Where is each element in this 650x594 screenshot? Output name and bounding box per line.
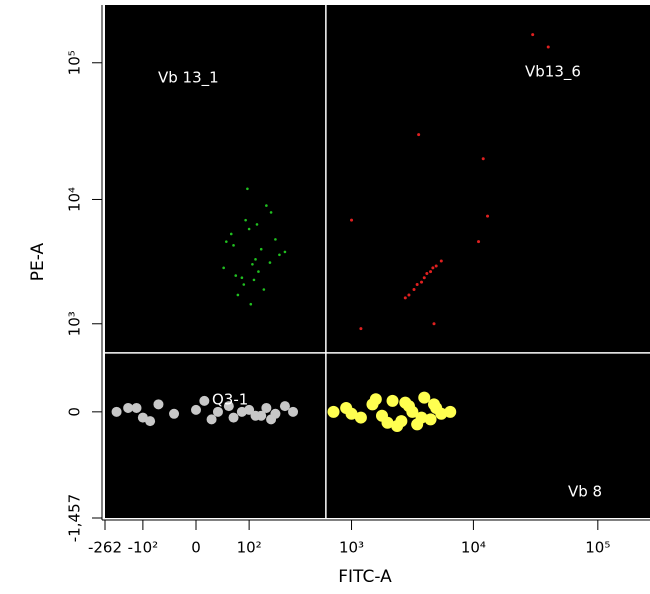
- event-dot: [223, 401, 234, 412]
- event-dot: [283, 250, 287, 254]
- event-dot: [234, 274, 238, 277]
- quadrant-label: Vb 8: [568, 483, 602, 501]
- event-dot: [259, 247, 263, 251]
- x-axis-title: FITC-A: [338, 567, 392, 587]
- event-dot: [232, 244, 235, 247]
- y-tick-label: -1,457: [66, 494, 84, 542]
- event-dot: [255, 223, 259, 226]
- y-axis-title: PE-A: [28, 242, 48, 281]
- event-dot: [327, 405, 340, 418]
- y-tick-label: 10⁴: [66, 187, 84, 212]
- event-dot: [261, 402, 272, 413]
- quadrant-label: Vb 13_1: [158, 69, 219, 88]
- event-dot: [399, 396, 412, 409]
- event-dot: [252, 278, 256, 282]
- event-dot: [269, 211, 273, 214]
- y-tick-label: 10³: [66, 311, 84, 336]
- event-dot: [265, 204, 268, 207]
- quadrant-label: Q3-1: [212, 391, 248, 409]
- event-dot: [424, 413, 437, 426]
- event-dot: [228, 412, 239, 423]
- event-dot: [350, 218, 354, 222]
- event-dot: [420, 280, 424, 284]
- event-dot: [412, 288, 416, 292]
- event-dot: [428, 398, 441, 411]
- event-dot: [236, 293, 240, 297]
- event-dot: [251, 262, 254, 266]
- event-dot: [247, 227, 251, 231]
- event-dot: [254, 258, 257, 261]
- event-dot: [145, 416, 156, 427]
- x-tick-label: 10²: [237, 539, 262, 557]
- event-dot: [268, 261, 272, 264]
- event-dot: [257, 270, 260, 273]
- event-dot: [131, 402, 142, 413]
- event-dot: [422, 276, 426, 280]
- event-dot: [278, 253, 281, 257]
- event-dot: [407, 293, 411, 297]
- y-tick-label: 0: [66, 407, 84, 417]
- event-dot: [240, 276, 244, 279]
- event-dot: [206, 414, 217, 425]
- event-dot: [406, 405, 419, 418]
- event-dot: [403, 296, 407, 300]
- event-dot: [222, 266, 225, 270]
- event-dot: [431, 266, 435, 270]
- event-dot: [262, 288, 266, 291]
- event-dot: [546, 45, 550, 49]
- event-dot: [386, 394, 399, 407]
- event-dot: [242, 283, 246, 286]
- quadrant-label: Vb13_6: [525, 63, 581, 82]
- event-dot: [266, 414, 277, 425]
- event-dot: [225, 240, 228, 243]
- event-dot: [415, 411, 428, 424]
- event-dot: [244, 404, 255, 415]
- x-tick-label: 10³: [339, 539, 364, 557]
- event-dot: [111, 406, 122, 417]
- event-dot: [123, 402, 134, 413]
- event-dot: [256, 410, 267, 421]
- event-dot: [212, 406, 223, 417]
- event-dot: [417, 133, 421, 137]
- event-dot: [169, 408, 180, 419]
- x-tick-label: 0: [191, 539, 201, 557]
- x-tick-label: 10⁵: [585, 539, 610, 557]
- event-dot: [244, 218, 247, 222]
- x-tick-label: 10⁴: [461, 539, 486, 557]
- event-dot: [191, 404, 202, 415]
- event-dot: [274, 238, 277, 241]
- event-dot: [415, 282, 419, 286]
- event-dot: [432, 322, 436, 326]
- event-dot: [246, 187, 249, 191]
- event-dot: [486, 214, 490, 218]
- event-dot: [345, 407, 358, 420]
- event-dot: [381, 416, 394, 429]
- event-dot: [439, 259, 443, 263]
- event-dot: [418, 391, 431, 404]
- event-dot: [199, 395, 210, 406]
- event-dot: [279, 401, 290, 412]
- event-dot: [434, 264, 438, 268]
- event-dot: [359, 327, 363, 331]
- event-dot: [429, 270, 433, 274]
- event-dot: [288, 406, 299, 417]
- y-tick-label: 10⁵: [66, 50, 84, 75]
- event-dot: [435, 407, 448, 420]
- event-dot: [425, 272, 429, 276]
- event-dot: [481, 157, 485, 161]
- plot-background: [105, 5, 650, 518]
- event-dot: [477, 240, 481, 244]
- event-dot: [153, 399, 164, 410]
- event-dot: [229, 232, 233, 236]
- event-dot: [531, 33, 535, 37]
- event-dot: [354, 411, 367, 424]
- event-dot: [444, 405, 457, 418]
- x-tick-label: -262: [88, 539, 122, 557]
- event-dot: [249, 302, 253, 306]
- event-dot: [391, 420, 404, 433]
- event-dot: [369, 393, 382, 406]
- x-tick-label: -10²: [128, 539, 159, 557]
